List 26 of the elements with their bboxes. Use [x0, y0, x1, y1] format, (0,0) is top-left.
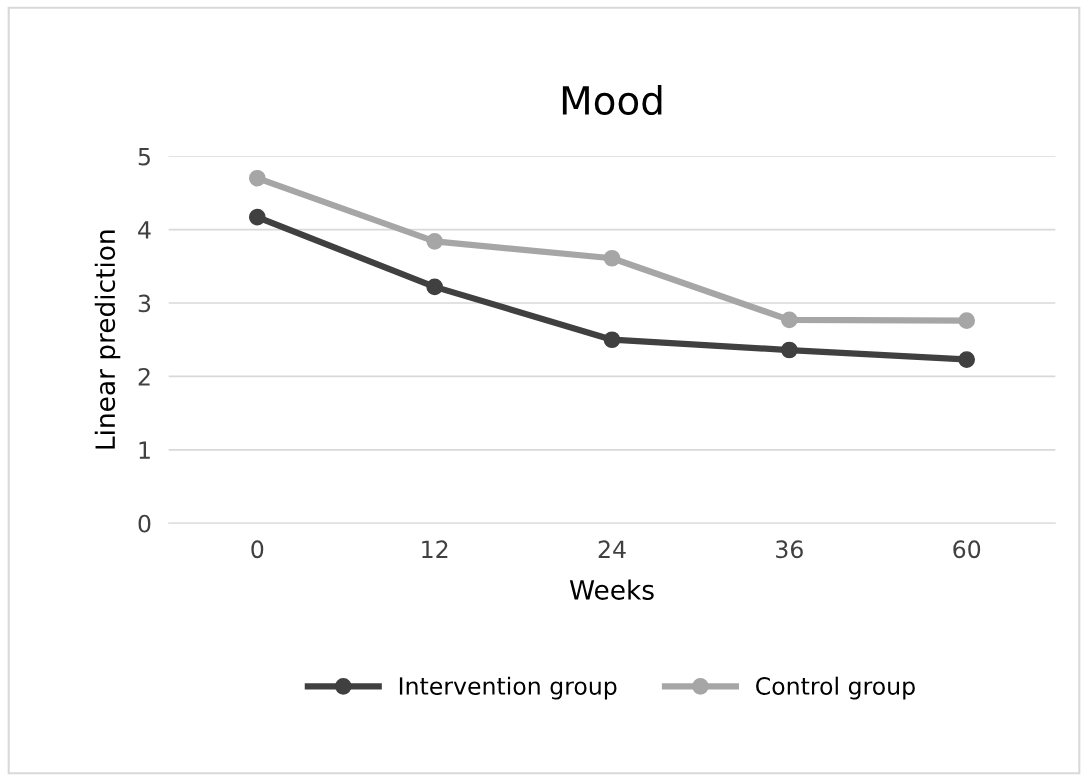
legend-label: Intervention group: [399, 676, 617, 700]
point: [603, 331, 621, 349]
x-tick-label: 36: [776, 540, 803, 559]
x-tick-label: 0: [251, 540, 264, 559]
point: [248, 208, 266, 226]
y-tick-label: 5: [138, 147, 150, 166]
y-tick-label: 2: [138, 367, 150, 386]
x-tick-label: 12: [422, 540, 448, 558]
point: [958, 312, 976, 329]
y-axis-title: Linear prediction: [94, 230, 121, 449]
x-tick-label: 24: [598, 540, 626, 558]
y-tick-label: 1: [139, 441, 150, 459]
point: [426, 233, 443, 250]
point: [603, 249, 621, 267]
point: [781, 311, 798, 329]
y-tick-label: 3: [138, 294, 151, 313]
y-tick-label: 0: [138, 514, 151, 533]
point: [958, 351, 976, 368]
x-tick-label: 60: [953, 540, 981, 559]
legend-label: Control group: [756, 676, 915, 700]
point: [781, 341, 798, 359]
x-axis-title: Weeks: [569, 579, 654, 600]
point: [426, 278, 443, 296]
y-tick-label: 4: [138, 221, 151, 239]
point: [248, 169, 266, 187]
chart-title: Mood: [562, 84, 662, 116]
